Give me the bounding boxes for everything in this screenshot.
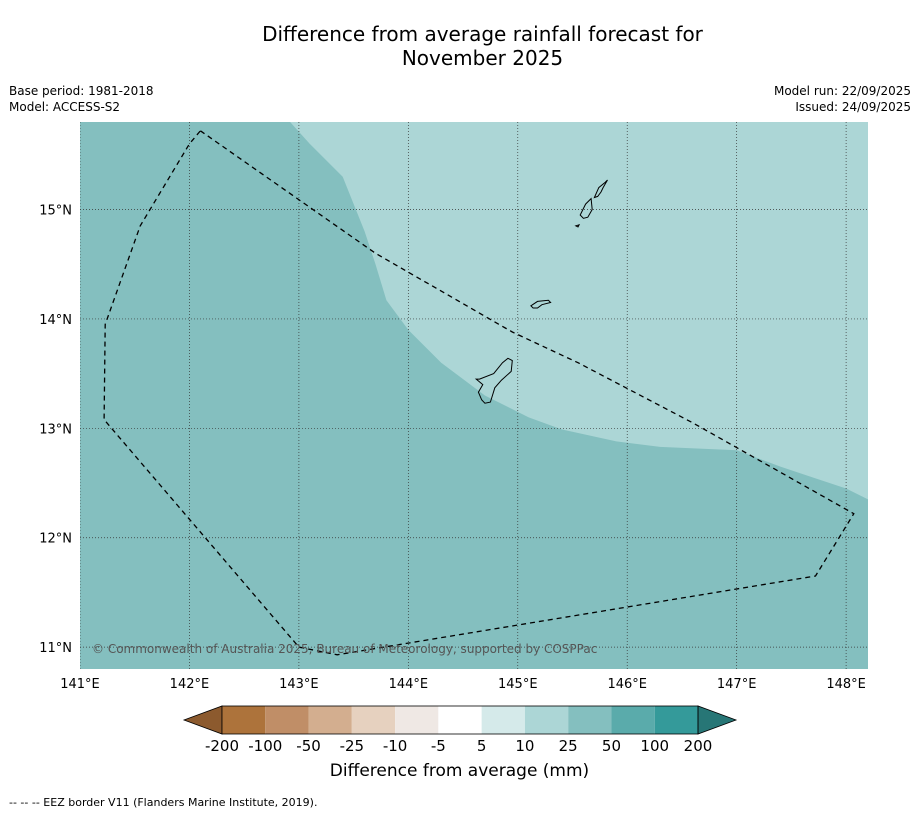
lon-tick-label: 147°E xyxy=(717,677,757,692)
colorbar-swatch xyxy=(222,706,266,734)
colorbar-swatch xyxy=(568,706,612,734)
island-guam xyxy=(474,357,513,404)
meta-right: Model run: 22/09/2025 Issued: 24/09/2025 xyxy=(774,83,911,115)
meta-left: Base period: 1981-2018 Model: ACCESS-S2 xyxy=(9,83,154,115)
colorbar-tick-label: 5 xyxy=(477,737,487,755)
axis-ticks: 141°E 142°E 143°E 144°E 145°E 146°E 147°E 148°E… xyxy=(39,204,866,692)
colorbar-swatch xyxy=(395,706,439,734)
colorbar-swatch xyxy=(351,706,396,734)
colorbar-tick-label: 10 xyxy=(515,737,534,755)
island-saipan xyxy=(593,179,608,199)
title-line-1: Difference from average rainfall forecas… xyxy=(262,22,703,46)
island-tinian xyxy=(579,197,593,219)
colorbar-tick-label: -5 xyxy=(431,737,446,755)
colorbar-swatch xyxy=(438,706,482,734)
colorbar-swatch xyxy=(265,706,309,734)
colorbar-tick-label: 25 xyxy=(559,737,578,755)
lon-tick-label: 145°E xyxy=(498,677,538,692)
lat-tick-label: 14°N xyxy=(39,313,72,328)
chart-title: Difference from average rainfall forecas… xyxy=(0,22,919,70)
eez-border xyxy=(103,129,855,656)
model-run: Model run: 22/09/2025 xyxy=(773,84,911,98)
colorbar-tick-label: -25 xyxy=(340,737,365,755)
island-rota xyxy=(530,299,552,309)
colorbar-outline xyxy=(221,705,699,735)
colorbar-tick-label: 50 xyxy=(602,737,621,755)
colorbar-swatch xyxy=(611,706,655,734)
map-plot-area: © Commonwealth of Australia 2025, Bureau… xyxy=(80,122,868,669)
coastlines xyxy=(474,179,608,404)
lon-tick-label: 146°E xyxy=(607,677,647,692)
lon-tick-label: 143°E xyxy=(279,677,319,692)
lon-tick-label: 144°E xyxy=(389,677,429,692)
colorbar-swatch xyxy=(524,706,569,734)
colorbar-tick-label: -100 xyxy=(248,737,282,755)
lat-tick-label: 15°N xyxy=(39,204,72,219)
lat-tick-label: 13°N xyxy=(39,422,72,437)
colorbar-extend-low xyxy=(182,705,223,735)
lon-tick-label: 141°E xyxy=(60,677,100,692)
colorbar: -200 -100 -50 -25 -10 -5 5 10 25 50 100 200 xyxy=(182,705,738,755)
base-period: Base period: 1981-2018 xyxy=(9,84,154,98)
copyright-text: © Commonwealth of Australia 2025, Bureau… xyxy=(92,642,597,656)
lon-tick-label: 148°E xyxy=(826,677,866,692)
lat-tick-label: 11°N xyxy=(39,641,72,656)
colorbar-tick-label: 100 xyxy=(640,737,669,755)
colorbar-swatch xyxy=(481,706,525,734)
graticule xyxy=(80,122,868,669)
map-figure: © Commonwealth of Australia 2025, Bureau… xyxy=(39,122,868,755)
island-aguijan xyxy=(574,223,581,228)
colorbar-tick-label: 200 xyxy=(684,737,713,755)
colorbar-swatch xyxy=(654,706,698,734)
title-line-2: November 2025 xyxy=(401,46,564,70)
colorbar-title: Difference from average (mm) xyxy=(329,761,590,781)
colorbar-swatch xyxy=(308,706,352,734)
anomaly-regions xyxy=(290,122,868,500)
eez-legend-note: -- -- -- EEZ border V11 (Flanders Marine… xyxy=(9,796,318,809)
anomaly-region-1 xyxy=(290,122,868,500)
model-name: Model: ACCESS-S2 xyxy=(9,100,121,114)
lat-tick-label: 12°N xyxy=(39,532,72,547)
lon-tick-label: 142°E xyxy=(170,677,210,692)
issued-date: Issued: 24/09/2025 xyxy=(795,100,911,114)
colorbar-extend-high xyxy=(697,705,738,735)
colorbar-tick-label: -200 xyxy=(205,737,239,755)
colorbar-tick-label: -50 xyxy=(296,737,321,755)
colorbar-tick-label: -10 xyxy=(383,737,408,755)
